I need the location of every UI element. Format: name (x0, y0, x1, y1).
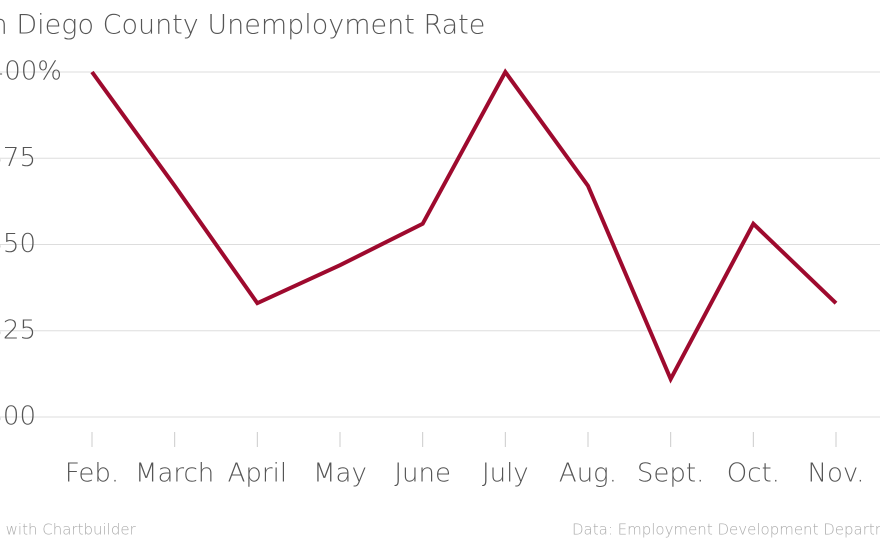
x-tick-label: April (228, 459, 287, 489)
x-tick-label: Feb. (65, 459, 119, 489)
y-tick-label: 300 (0, 402, 36, 432)
y-tick-label: 375 (0, 143, 36, 173)
x-tick-label: June (394, 459, 451, 489)
x-tick-label: March (135, 459, 214, 489)
line (90, 68, 838, 384)
x-tick-label: Sept. (637, 459, 704, 489)
x-tick-label: Oct. (727, 459, 780, 489)
credit: Made with Chartbuilder (0, 521, 137, 539)
source: Data: Employment Development Department (572, 521, 880, 539)
y-tick-label: 325 (0, 315, 36, 345)
x-tick-label: Nov. (808, 459, 865, 489)
x-tick-label: Aug. (559, 459, 617, 489)
x-tick-label: July (482, 459, 529, 489)
x-tick-label: May (313, 459, 367, 489)
chart-title: San Diego County Unemployment Rate (0, 10, 485, 41)
y-tick-label: 350 (0, 229, 36, 259)
y-tick-label: 400% (0, 57, 62, 87)
